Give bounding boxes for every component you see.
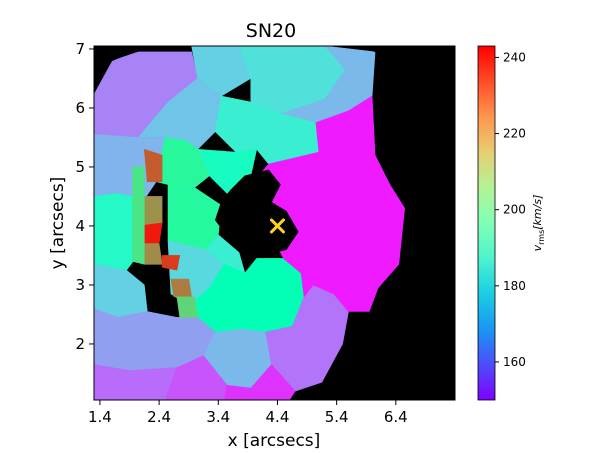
y-axis-ticks: 2 3 4 5 6 7 xyxy=(75,40,94,353)
bin-region xyxy=(176,296,198,318)
bin-region xyxy=(143,148,163,182)
colorbar-label: vrms[km/s] xyxy=(531,195,546,252)
colorbar-tick-label: 240 xyxy=(503,50,526,64)
bin-region xyxy=(132,166,145,265)
colorbar xyxy=(477,45,496,401)
center-marker xyxy=(269,218,285,234)
y-tick-label: 7 xyxy=(75,40,85,58)
y-tick-label: 6 xyxy=(75,99,85,117)
x-tick-label: 1.4 xyxy=(88,408,112,426)
colorbar-tick-label: 180 xyxy=(503,279,526,293)
map-area xyxy=(94,46,455,400)
plot-frame xyxy=(93,45,456,401)
masked-region xyxy=(214,169,299,253)
y-axis-label: y [arcsecs] xyxy=(48,177,68,270)
x-tick-label: 5.4 xyxy=(325,408,349,426)
bin-region xyxy=(161,255,181,271)
x-axis-ticks: 1.4 2.4 3.4 4.4 5.4 6.4 xyxy=(88,400,408,426)
y-tick-label: 4 xyxy=(75,217,85,235)
voronoi-bins xyxy=(94,46,455,400)
colorbar-tick-label: 220 xyxy=(503,127,526,141)
x-tick-label: 2.4 xyxy=(147,408,171,426)
x-tick-label: 6.4 xyxy=(384,408,408,426)
bin-region xyxy=(223,364,296,400)
x-axis-label: x [arcsecs] xyxy=(228,431,321,451)
colorbar-tick-label: 160 xyxy=(503,355,526,369)
y-tick-label: 5 xyxy=(75,158,85,176)
center-marker-stroke-b xyxy=(269,218,285,234)
y-tick-label: 2 xyxy=(75,335,85,353)
x-tick-label: 3.4 xyxy=(206,408,230,426)
bin-region xyxy=(94,364,178,400)
bin-region xyxy=(191,46,252,97)
x-tick-label: 4.4 xyxy=(266,408,290,426)
bin-region xyxy=(170,278,192,298)
colorbar-tick-label: 200 xyxy=(503,203,526,217)
colorbar-ticks: 160 180 200 220 240 xyxy=(495,50,526,369)
chart-title: SN20 xyxy=(246,20,296,42)
y-tick-label: 3 xyxy=(75,276,85,294)
masked-region xyxy=(94,46,148,94)
bin-region xyxy=(155,137,210,188)
masked-region xyxy=(330,46,455,400)
